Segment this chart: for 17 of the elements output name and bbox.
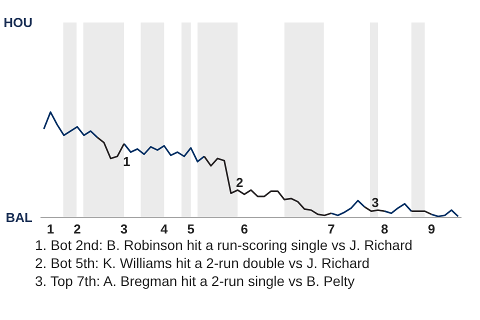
annotation: 2 (236, 174, 244, 190)
x-tick-label: 1 (46, 222, 54, 236)
annotation: 1 (123, 154, 130, 169)
text: BAL (6, 210, 33, 225)
x-tick-label: 4 (160, 222, 169, 236)
x-tick-label: 3 (120, 222, 128, 236)
x-tick-label: 9 (428, 222, 436, 236)
text: HOU (4, 15, 32, 30)
text: 1. Bot 2nd: B. Robinson hit a run-scoring single vs J. Richard (35, 237, 412, 253)
text: 3. Top 7th: A. Bregman hit a 2-run single vs B. Pelty (35, 273, 355, 289)
x-tick-label: 7 (328, 222, 335, 236)
x-tick-label: 2 (74, 222, 81, 236)
x-tick-label: 6 (240, 222, 248, 236)
text: 2. Bot 5th: K. Williams hit a 2-run double vs J. Richard (35, 255, 370, 271)
x-tick-label: 5 (187, 222, 194, 236)
x-tick-label: 8 (381, 222, 388, 236)
annotation: 3 (372, 194, 379, 210)
